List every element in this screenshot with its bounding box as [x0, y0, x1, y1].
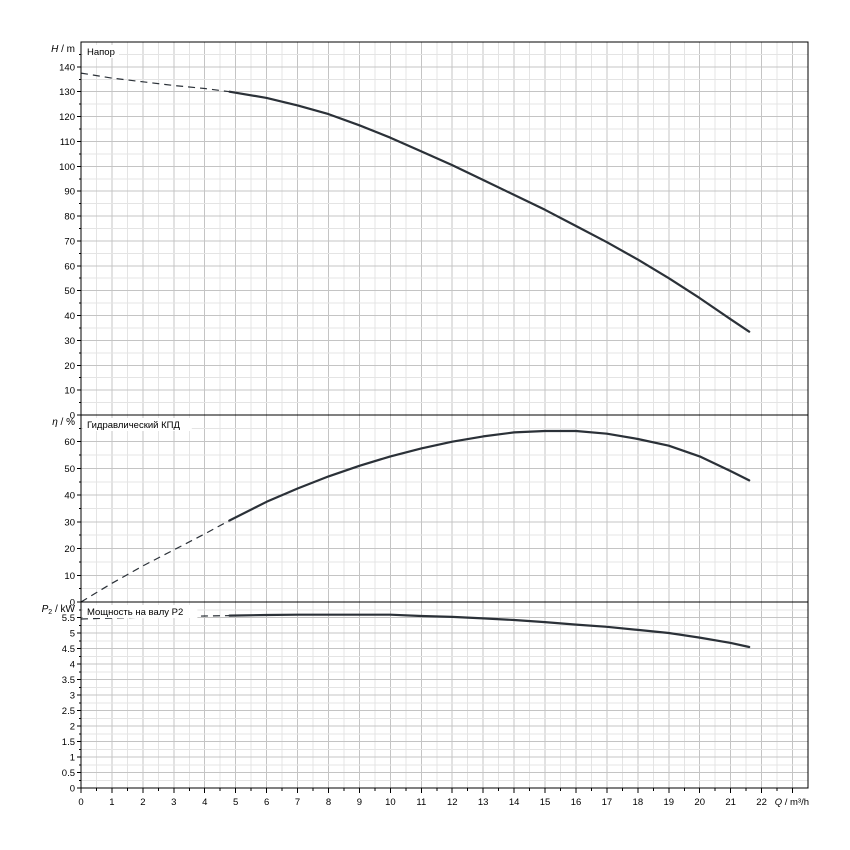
y-axis-label: H / m — [51, 44, 75, 55]
y-tick-label: 3 — [70, 691, 75, 702]
x-tick-label: 17 — [602, 797, 613, 808]
y-tick-label: 3.5 — [62, 675, 75, 686]
y-tick-label: 4.5 — [62, 644, 75, 655]
x-tick-label: 12 — [447, 797, 458, 808]
y-tick-label: 5.5 — [62, 613, 75, 624]
curve-dashed-extrapolation — [80, 519, 230, 603]
y-tick-label: 70 — [64, 236, 75, 247]
x-axis-label: Q / m³/h — [775, 797, 809, 808]
x-tick-label: 2 — [140, 797, 145, 808]
y-tick-label: 2 — [70, 722, 75, 733]
x-tick-label: 13 — [478, 797, 489, 808]
x-tick-label: 22 — [756, 797, 767, 808]
panel-title: Гидравлический КПД — [87, 420, 180, 431]
y-tick-label: 120 — [59, 112, 75, 123]
y-tick-label: 30 — [64, 517, 75, 528]
y-tick-label: 1 — [70, 753, 75, 764]
y-axis-separator: / — [58, 417, 66, 428]
x-tick-label: 15 — [540, 797, 551, 808]
x-tick-label: 6 — [264, 797, 269, 808]
y-tick-label: 80 — [64, 212, 75, 223]
panel-frame — [80, 601, 809, 789]
y-tick-label: 0 — [70, 784, 75, 795]
y-axis-separator: / — [52, 604, 60, 615]
x-tick-label: 3 — [171, 797, 176, 808]
panel-title-background — [83, 418, 192, 431]
y-tick-label: 0 — [70, 598, 75, 609]
y-tick-label: 110 — [60, 137, 75, 148]
y-tick-label: 4 — [70, 660, 75, 671]
y-tick-label: 30 — [64, 336, 75, 347]
curve-operating-range — [228, 613, 751, 649]
y-axis-symbol: P — [42, 604, 49, 615]
x-tick-label: 4 — [202, 797, 207, 808]
y-tick-label: 1.5 — [62, 737, 75, 748]
x-tick-label: 1 — [109, 797, 114, 808]
y-tick-label: 10 — [64, 571, 75, 582]
x-axis-unit: m³/h — [790, 797, 809, 808]
y-tick-label: 10 — [64, 386, 75, 397]
y-tick-label: 0.5 — [62, 768, 75, 779]
y-axis-label: η / % — [52, 417, 75, 428]
y-tick-label: 100 — [59, 162, 75, 173]
y-tick-label: 40 — [64, 311, 75, 322]
y-tick-label: 5 — [70, 629, 75, 640]
x-tick-label: 16 — [571, 797, 582, 808]
curves-layer — [80, 72, 751, 649]
x-tick-label: 14 — [509, 797, 520, 808]
x-tick-label: 0 — [78, 797, 83, 808]
y-tick-label: 50 — [64, 464, 75, 475]
y-tick-label: 60 — [64, 437, 75, 448]
y-tick-label: 2.5 — [62, 706, 75, 717]
x-tick-label: 11 — [416, 797, 426, 808]
y-tick-label: 50 — [64, 286, 75, 297]
x-tick-label: 5 — [233, 797, 238, 808]
x-tick-label: 18 — [633, 797, 644, 808]
y-tick-label: 90 — [64, 187, 75, 198]
curve-dashed-extrapolation — [80, 72, 230, 93]
y-axis-separator: / — [58, 44, 66, 55]
x-tick-label: 10 — [385, 797, 396, 808]
x-axis-symbol: Q — [775, 797, 783, 808]
y-tick-label: 0 — [70, 411, 75, 422]
frame-layer — [77, 41, 809, 793]
x-tick-label: 8 — [326, 797, 331, 808]
panel-title: Напор — [87, 47, 115, 58]
y-tick-label: 20 — [64, 544, 75, 555]
x-axis-separator: / — [782, 797, 790, 808]
y-tick-label: 130 — [59, 87, 75, 98]
x-tick-label: 20 — [694, 797, 705, 808]
y-tick-label: 60 — [64, 261, 75, 272]
x-tick-label: 21 — [725, 797, 736, 808]
y-axis-unit: % — [66, 417, 75, 428]
y-axis-unit: kW — [61, 604, 76, 615]
y-tick-label: 140 — [59, 62, 75, 73]
y-tick-label: 20 — [64, 361, 75, 372]
x-tick-label: 19 — [663, 797, 674, 808]
y-axis-symbol: η — [52, 417, 58, 428]
y-axis-label: P2 / kW — [42, 604, 76, 616]
panel-title-background — [83, 605, 198, 618]
curve-operating-range — [228, 90, 751, 333]
panel-title-background — [83, 45, 119, 58]
y-axis-symbol: H — [51, 44, 59, 55]
x-tick-label: 9 — [357, 797, 362, 808]
y-axis-subscript: 2 — [48, 609, 52, 616]
y-tick-label: 40 — [64, 491, 75, 502]
curve-operating-range — [228, 429, 751, 522]
y-axis-unit: m — [67, 44, 75, 55]
panel-title: Мощность на валу P2 — [87, 607, 183, 618]
x-tick-label: 7 — [295, 797, 300, 808]
